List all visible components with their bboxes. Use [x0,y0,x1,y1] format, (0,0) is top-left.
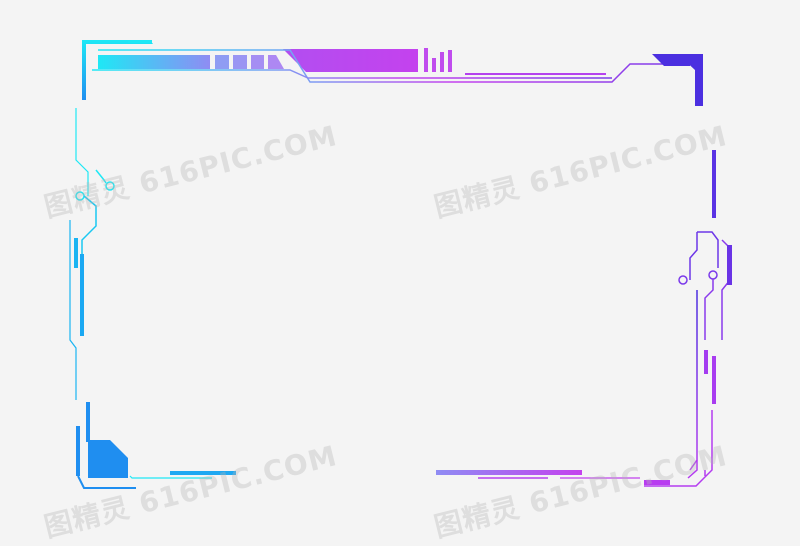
bottom-left-corner [88,440,128,478]
top-bar-purple [283,49,418,72]
top-bar-left [98,55,210,69]
top-thin-line [98,49,690,83]
tech-hud-frame-icon [69,40,732,489]
top-right-corner [652,54,703,106]
